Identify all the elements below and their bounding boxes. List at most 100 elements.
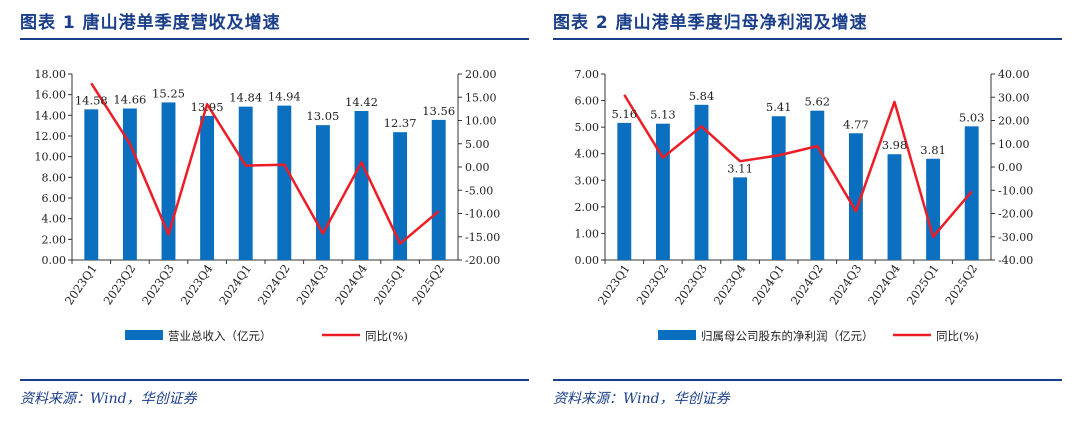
legend-bar-swatch xyxy=(658,330,696,340)
x-category-label: 2024Q3 xyxy=(826,262,864,308)
bar-data-label: 5.13 xyxy=(650,108,676,122)
x-category-label: 2024Q2 xyxy=(788,262,826,308)
bar-data-label: 5.41 xyxy=(766,100,792,114)
bar-data-label: 14.94 xyxy=(268,90,301,104)
figure-title: 图表 1 唐山港单季度营收及增速 xyxy=(20,13,281,33)
bar xyxy=(771,116,786,261)
right-tick-label: 0.00 xyxy=(998,161,1023,174)
right-tick-label: -5.00 xyxy=(465,184,493,197)
legend-bar-label: 归属母公司股东的净利润（亿元） xyxy=(701,329,874,343)
bar xyxy=(733,177,748,260)
x-category-label: 2024Q4 xyxy=(865,262,903,308)
x-category-label: 2023Q1 xyxy=(595,262,633,308)
right-tick-label: 30.00 xyxy=(998,91,1030,104)
bar-data-label: 14.42 xyxy=(345,95,378,109)
figure-2: 图表 2 唐山港单季度归母净利润及增速 0.00 1.00 2.00 3.00 4.00… xyxy=(553,0,1073,421)
bar xyxy=(431,119,446,260)
bar xyxy=(848,133,863,260)
left-tick-label: 3.00 xyxy=(575,174,600,187)
bar xyxy=(655,123,670,260)
right-tick-label: -15.00 xyxy=(465,231,500,244)
bar xyxy=(161,102,176,260)
left-tick-label: 10.00 xyxy=(35,151,67,164)
net-profit-chart: 0.00 1.00 2.00 3.00 4.00 5.00 6.00 7.00 -40.00 -3… xyxy=(575,68,1034,343)
bar-data-label: 5.62 xyxy=(804,95,830,109)
left-tick-label: 14.00 xyxy=(35,109,67,122)
bar xyxy=(84,109,99,260)
left-tick-label: 4.00 xyxy=(575,148,600,161)
left-tick-label: 1.00 xyxy=(575,227,600,240)
left-tick-label: 2.00 xyxy=(42,233,67,246)
bar-data-label: 13.05 xyxy=(306,109,339,123)
left-tick-label: 0.00 xyxy=(42,254,67,267)
right-tick-label: 20.00 xyxy=(465,68,497,81)
x-category-label: 2023Q3 xyxy=(139,262,177,308)
x-category-label: 2025Q2 xyxy=(942,262,980,308)
x-category-label: 2023Q3 xyxy=(672,262,710,308)
right-tick-label: -20.00 xyxy=(998,208,1033,221)
legend-bar-swatch xyxy=(125,330,163,340)
left-tick-label: 5.00 xyxy=(575,121,600,134)
bar-data-label: 3.11 xyxy=(727,161,753,175)
right-tick-label: -20.00 xyxy=(465,254,500,267)
right-tick-label: 10.00 xyxy=(465,115,497,128)
legend-bar-label: 营业总收入（亿元） xyxy=(168,329,272,343)
bar-data-label: 4.77 xyxy=(843,117,869,131)
bar xyxy=(393,132,408,260)
bar-data-label: 5.03 xyxy=(959,110,985,124)
right-tick-label: -30.00 xyxy=(998,231,1033,244)
revenue-chart: 0.00 2.00 4.00 6.00 8.00 10.00 12.00 14.00 16.00… xyxy=(35,68,501,343)
right-tick-label: 5.00 xyxy=(465,138,490,151)
left-tick-label: 12.00 xyxy=(35,130,67,143)
bar-data-label: 13.95 xyxy=(191,100,224,114)
right-tick-label: 10.00 xyxy=(998,138,1030,151)
x-category-label: 2025Q1 xyxy=(371,262,409,308)
left-tick-label: 18.00 xyxy=(35,68,67,81)
bar xyxy=(694,104,709,260)
x-category-label: 2024Q1 xyxy=(749,262,787,308)
title-rule xyxy=(20,38,529,40)
right-tick-label: -40.00 xyxy=(998,254,1033,267)
bar xyxy=(238,106,253,260)
source-rule xyxy=(20,379,529,381)
bar xyxy=(277,105,292,260)
bar xyxy=(887,154,902,260)
bar-data-label: 12.37 xyxy=(384,116,417,130)
bar-data-label: 3.98 xyxy=(882,138,908,152)
right-tick-label: -10.00 xyxy=(465,208,500,221)
bar-data-label: 5.84 xyxy=(689,89,715,103)
left-tick-label: 6.00 xyxy=(575,95,600,108)
right-tick-label: 15.00 xyxy=(465,91,497,104)
bar-data-label: 13.56 xyxy=(422,104,455,118)
left-tick-label: 0.00 xyxy=(575,254,600,267)
left-tick-label: 6.00 xyxy=(42,192,67,205)
legend-line-label: 同比(%) xyxy=(936,329,979,343)
left-tick-label: 4.00 xyxy=(42,213,67,226)
yoy-line xyxy=(623,94,973,239)
right-tick-label: 40.00 xyxy=(998,68,1030,81)
x-category-label: 2024Q2 xyxy=(255,262,293,308)
right-tick-label: 0.00 xyxy=(465,161,490,174)
bar xyxy=(200,115,215,260)
source-note: 资料来源：Wind，华创证券 xyxy=(553,391,730,407)
figure-title: 图表 2 唐山港单季度归母净利润及增速 xyxy=(553,13,868,33)
bar-data-label: 5.16 xyxy=(611,107,637,121)
figure-1: 图表 1 唐山港单季度营收及增速 0.00 2.00 4.00 6.00 8.00 10.… xyxy=(20,0,540,421)
bar-data-label: 3.81 xyxy=(920,143,946,157)
bar-data-label: 14.84 xyxy=(229,91,262,105)
x-category-label: 2024Q3 xyxy=(293,262,331,308)
x-category-label: 2023Q1 xyxy=(62,262,100,308)
bar xyxy=(122,108,137,260)
x-category-label: 2023Q4 xyxy=(711,262,749,308)
title-rule xyxy=(553,38,1062,40)
bar xyxy=(926,158,941,260)
legend-line-label: 同比(%) xyxy=(365,329,408,343)
source-note: 资料来源：Wind，华创证券 xyxy=(20,391,197,407)
bar-data-label: 15.25 xyxy=(152,86,185,100)
x-category-label: 2024Q4 xyxy=(332,262,370,308)
right-tick-label: 20.00 xyxy=(998,115,1030,128)
left-tick-label: 7.00 xyxy=(575,68,600,81)
bar-data-label: 14.66 xyxy=(113,93,146,107)
bar-data-label: 14.58 xyxy=(75,93,108,107)
x-category-label: 2023Q2 xyxy=(633,262,671,308)
